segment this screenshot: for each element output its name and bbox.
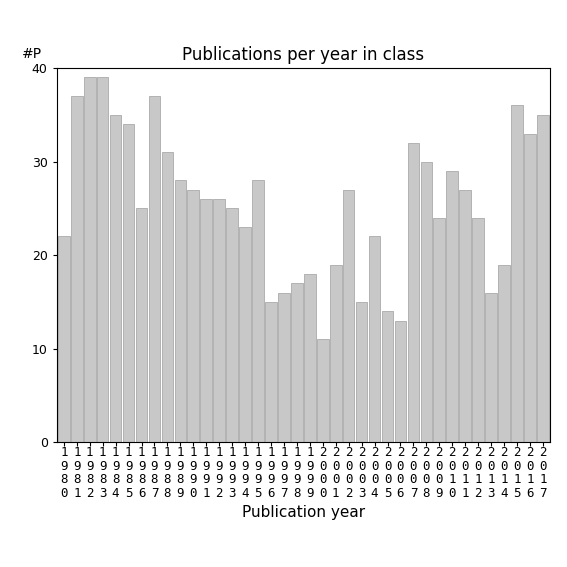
Bar [511,105,523,442]
Bar [252,180,264,442]
Bar [175,180,186,442]
Bar [408,143,419,442]
Bar [213,199,225,442]
Text: #P: #P [22,46,43,61]
Bar [239,227,251,442]
Bar [472,218,484,442]
X-axis label: Publication year: Publication year [242,506,365,521]
Bar [149,96,160,442]
Bar [136,209,147,442]
Bar [330,264,341,442]
Bar [304,274,316,442]
Bar [433,218,445,442]
Bar [188,189,199,442]
Bar [382,311,393,442]
Bar [317,339,329,442]
Title: Publications per year in class: Publications per year in class [182,46,425,64]
Bar [84,77,96,442]
Bar [97,77,108,442]
Bar [71,96,83,442]
Bar [291,284,303,442]
Bar [226,209,238,442]
Bar [356,302,367,442]
Bar [369,236,380,442]
Bar [459,189,471,442]
Bar [395,321,407,442]
Bar [278,293,290,442]
Bar [122,124,134,442]
Bar [485,293,497,442]
Bar [524,134,536,442]
Bar [421,162,432,442]
Bar [200,199,212,442]
Bar [265,302,277,442]
Bar [58,236,70,442]
Bar [162,153,174,442]
Bar [537,115,549,442]
Bar [498,264,510,442]
Bar [446,171,458,442]
Bar [110,115,121,442]
Bar [343,189,354,442]
